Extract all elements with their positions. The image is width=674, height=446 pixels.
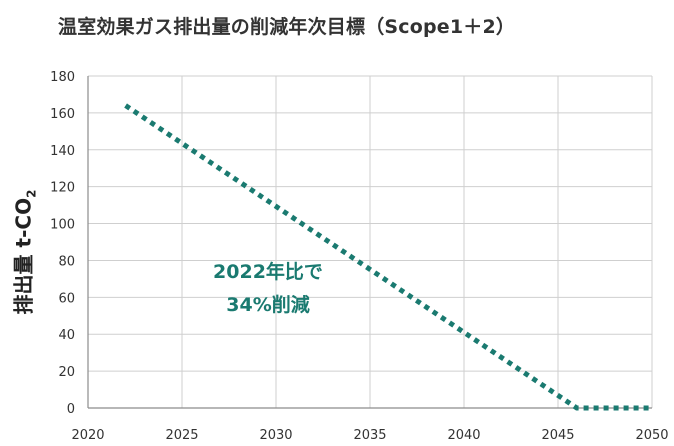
y-tick-label: 80 (58, 254, 75, 269)
chart-title: 温室効果ガス排出量の削減年次目標（Scope1＋2） (58, 16, 516, 38)
series-line (124, 103, 652, 411)
grid (88, 75, 653, 408)
series (124, 103, 652, 411)
y-tick-label: 20 (58, 365, 75, 380)
y-tick-label: 100 (50, 218, 75, 233)
x-tick-label: 2025 (165, 428, 198, 443)
x-tick-label: 2050 (635, 428, 668, 443)
y-tick-label: 120 (50, 181, 75, 196)
y-tick-label: 60 (58, 291, 75, 306)
y-tick-label: 160 (50, 107, 75, 122)
x-tick-label: 2045 (541, 428, 574, 443)
annotation-line-2: 34%削減 (226, 293, 309, 316)
x-tick-label: 2020 (71, 428, 104, 443)
annotation-line-1: 2022年比で (213, 260, 323, 283)
x-tick-label: 2030 (259, 428, 292, 443)
y-tick-label: 140 (50, 144, 75, 159)
axes (87, 76, 652, 409)
y-tick-label: 180 (50, 70, 75, 85)
y-tick-label: 40 (58, 328, 75, 343)
x-tick-label: 2040 (447, 428, 480, 443)
x-tick-label: 2035 (353, 428, 386, 443)
y-tick-label: 0 (67, 402, 75, 417)
